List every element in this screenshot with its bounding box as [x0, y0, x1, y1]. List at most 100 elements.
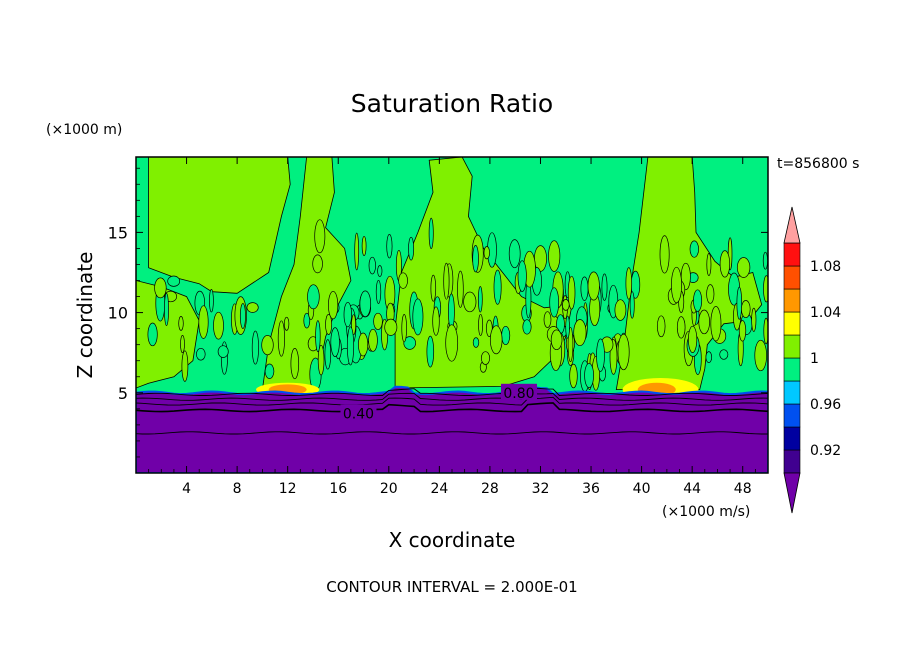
colorbar-tick-label: 1.08	[810, 259, 841, 275]
contour-island	[688, 325, 698, 353]
contour-island	[178, 316, 184, 331]
contour-label-bg	[500, 383, 537, 400]
contour-island	[671, 266, 682, 304]
contour-line	[136, 402, 768, 413]
contour-island	[483, 246, 490, 260]
contour-island	[217, 345, 229, 358]
contour-island	[303, 312, 311, 329]
contour-field	[136, 157, 768, 473]
contour-island	[477, 286, 483, 313]
contour-island	[596, 338, 605, 372]
contour-island	[361, 235, 367, 257]
colorbar-tick-label: 0.92	[810, 443, 841, 459]
x-tick-label: 36	[582, 481, 600, 497]
contour-island	[719, 349, 729, 360]
contour-island	[317, 344, 325, 376]
contour-island	[328, 290, 339, 320]
contour-island	[706, 253, 712, 276]
contour-line	[136, 387, 768, 396]
contour-label-bg	[340, 404, 377, 421]
dry-layer-region	[136, 385, 768, 473]
plume-region	[148, 157, 291, 294]
contour-island	[386, 234, 393, 259]
colorbar-swatch	[783, 357, 801, 382]
x-tick-label: 12	[279, 481, 297, 497]
contour-island	[738, 320, 747, 342]
contour-island	[213, 311, 224, 340]
x-tick-label: 4	[182, 481, 191, 497]
contour-island	[246, 302, 259, 313]
contour-island	[567, 326, 574, 363]
contour-island	[430, 274, 437, 302]
contour-island	[548, 240, 561, 272]
contour-island	[403, 336, 416, 350]
contour-island	[324, 339, 332, 370]
contour-island	[656, 315, 666, 338]
contour-island	[549, 287, 560, 318]
y-axis-label: Z coordinate	[73, 252, 97, 379]
contour-island	[277, 320, 285, 357]
contour-label: 0.40	[343, 407, 374, 423]
contour-island	[754, 339, 767, 372]
contour-island	[147, 322, 158, 347]
contour-island	[283, 316, 290, 331]
contour-interval-footer: CONTOUR INTERVAL = 2.000E-01	[326, 578, 577, 596]
contour-island	[562, 299, 570, 311]
contour-island	[543, 311, 552, 328]
contour-label: 0.80	[503, 386, 534, 402]
contour-island	[472, 337, 480, 348]
y-tick-label: 10	[108, 304, 128, 323]
contour-island	[428, 217, 434, 250]
contour-island	[164, 293, 169, 326]
contour-island	[375, 279, 382, 304]
contour-island	[659, 235, 670, 274]
colorbar: 0.92 0.96 1 1.04 1.08	[783, 206, 841, 514]
contour-island	[354, 232, 360, 271]
contour-line	[136, 396, 768, 406]
colorbar-swatch	[783, 265, 801, 290]
contour-island	[408, 236, 415, 261]
contour-island	[736, 286, 743, 320]
contour-island	[251, 330, 259, 365]
contour-labels: 0.80 0.40	[340, 383, 537, 423]
contour-island	[693, 289, 703, 312]
contour-island	[706, 284, 715, 304]
contour-island	[573, 319, 587, 347]
contour-island	[432, 306, 440, 336]
colorbar-swatch	[783, 334, 801, 359]
y-tick-label: 5	[118, 384, 128, 403]
colorbar-swatch	[783, 380, 801, 405]
contour-island	[625, 267, 633, 300]
x-tick-label: 20	[380, 481, 398, 497]
contour-island	[698, 309, 710, 335]
contour-island	[398, 272, 408, 289]
contour-island	[580, 276, 589, 301]
contour-island	[489, 325, 503, 355]
colorbar-under-arrow	[783, 472, 801, 514]
contour-island	[261, 335, 274, 356]
contour-island	[343, 301, 352, 328]
x-axis-label: X coordinate	[389, 528, 516, 552]
contour-island	[522, 319, 532, 335]
contour-island	[741, 300, 751, 319]
contour-island	[377, 265, 383, 277]
contour-island	[181, 350, 189, 382]
contour-island	[426, 335, 435, 368]
contour-island	[501, 325, 511, 346]
colorbar-swatch	[783, 403, 801, 428]
x-tick-label: 40	[633, 481, 651, 497]
contour-island	[358, 332, 369, 357]
contour-island	[587, 271, 600, 301]
contour-island	[290, 348, 300, 380]
contour-island	[478, 313, 484, 336]
colorbar-swatch	[783, 426, 801, 451]
y-unit-label: (×1000 m)	[46, 122, 122, 138]
contour-island	[584, 362, 594, 389]
contour-island	[751, 307, 757, 332]
contour-island	[264, 363, 275, 379]
contour-island	[154, 277, 167, 299]
contour-island	[762, 251, 768, 270]
contour-island	[373, 312, 383, 330]
contour-island	[480, 351, 491, 365]
